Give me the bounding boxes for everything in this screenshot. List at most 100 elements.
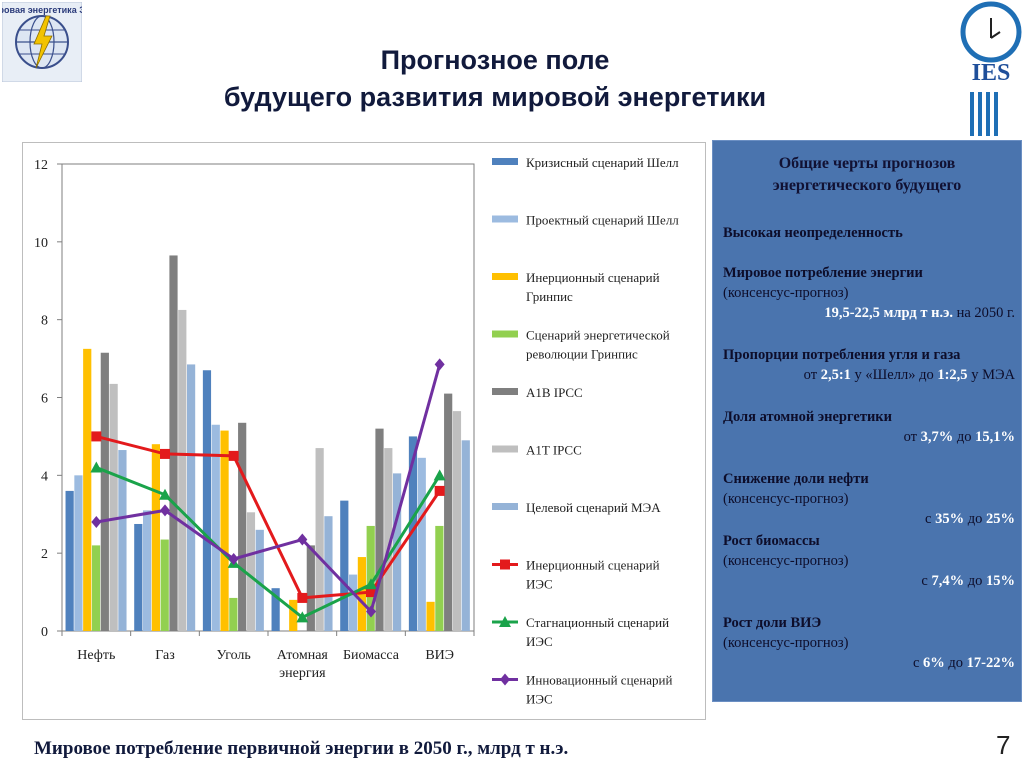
legend-label: Инновационный сценарий [526, 673, 672, 688]
section-subheading: (консенсус-прогноз) [723, 553, 849, 569]
legend-swatch [492, 330, 518, 338]
line-point-triangle [365, 578, 377, 590]
value-text: до [964, 573, 986, 589]
value-text: до [953, 429, 976, 445]
value-highlight: 25% [986, 511, 1015, 527]
bar [74, 475, 83, 631]
value-highlight: 7,4% [931, 573, 965, 589]
line-point-triangle [433, 469, 446, 481]
section-value-line: с 7,4% до 15% [723, 571, 1015, 591]
bar [238, 422, 247, 631]
legend-label: Проектный сценарий Шелл [526, 213, 679, 228]
ekc-logo: мировая энергетика ЭКЦ [0, 1, 98, 83]
bar [220, 430, 229, 631]
y-tick-label: 12 [34, 158, 48, 173]
legend-label: Кризисный сценарий Шелл [526, 155, 679, 170]
bar [444, 393, 453, 631]
legend-swatch [492, 215, 518, 223]
legend-swatch [492, 388, 518, 395]
value-highlight: 17-22% [966, 655, 1015, 671]
legend-label: Сценарий энергетической [526, 328, 670, 343]
section-heading: Пропорции потребления угля и газа [723, 347, 961, 363]
legend-label: A1T IPCC [526, 443, 582, 458]
bar [178, 309, 187, 631]
section-value-line: от 3,7% до 15,1% [723, 427, 1015, 447]
value-text: с [912, 655, 924, 671]
y-tick-label: 4 [41, 469, 48, 484]
line-point-square [228, 450, 239, 461]
bar [271, 588, 280, 631]
value-highlight: 19,5-22,5 млрд т н.э. [824, 305, 953, 321]
value-highlight: 1:2,5 [937, 367, 968, 383]
bar [100, 352, 109, 631]
bar [315, 448, 324, 631]
bar [211, 424, 220, 631]
line-point-square [434, 485, 445, 496]
bar [408, 436, 418, 631]
section-heading: Доля атомной энергетики [723, 409, 893, 425]
line-point-triangle [499, 616, 511, 627]
panel-title-line-1: Общие черты прогнозов [778, 155, 956, 172]
legend-label: Целевой сценарий МЭА [526, 500, 661, 515]
legend-swatch [492, 503, 518, 510]
value-highlight: 3,7% [920, 429, 954, 445]
x-category-label: Биомасса [343, 648, 400, 663]
bar [65, 490, 74, 631]
legend-label: революции Гринпис [526, 347, 638, 362]
title-line-2: будущего развития мировой энергетики [223, 82, 767, 112]
bar [118, 450, 127, 631]
legend-label: Инерционный сценарий [526, 558, 660, 573]
value-text: от [803, 367, 821, 383]
line-point-diamond [91, 516, 102, 529]
bar [375, 428, 384, 631]
logo-right-text: IES [972, 60, 1011, 86]
legend-swatch [492, 445, 518, 453]
bar [289, 599, 298, 631]
line-point-triangle [159, 488, 171, 500]
bar [109, 383, 118, 631]
section-nuclear: Доля атомной энергетики от 3,7% до 15,1% [723, 407, 1015, 447]
y-tick-label: 6 [41, 392, 48, 407]
bar [435, 525, 444, 631]
bar [417, 457, 426, 631]
bar [461, 440, 470, 631]
bar [202, 370, 212, 631]
value-highlight: 2,5:1 [820, 367, 851, 383]
section-value-line: с 6% до 17-22% [723, 653, 1015, 673]
value-text: до [944, 655, 967, 671]
value-highlight: 35% [935, 511, 965, 527]
legend-swatch [492, 273, 518, 280]
legend-label: Гринпис [526, 289, 573, 304]
bar [246, 512, 256, 631]
bar [426, 601, 435, 631]
legend-label: Стагнационный сценарий [526, 615, 669, 630]
section-biomass: Рост биомассы (консенсус-прогноз) с 7,4%… [723, 531, 1015, 591]
x-category-label: Нефть [77, 648, 115, 663]
y-tick-label: 10 [34, 236, 48, 251]
section-value-line: с 35% до 25% [723, 509, 1015, 529]
section-world-consumption: Мировое потребление энергии (консенсус-п… [723, 263, 1015, 323]
title-line-1: Прогнозное поле [380, 45, 610, 75]
section-uncertainty: Высокая неопределенность [723, 223, 1015, 243]
bar [366, 525, 375, 631]
section-heading: Высокая неопределенность [723, 225, 903, 241]
bar [151, 444, 160, 631]
x-category-label: энергия [279, 666, 326, 681]
legend-swatch [492, 158, 518, 165]
section-oil: Снижение доли нефти (консенсус-прогноз) … [723, 469, 1015, 529]
value-text: до [964, 511, 986, 527]
series-line [96, 364, 442, 615]
panel-title-line-2: энергетического будущего [772, 177, 962, 194]
section-coal-gas: Пропорции потребления угля и газа от 2,5… [723, 345, 1015, 385]
line-point-square [366, 587, 376, 598]
page-title: Прогнозное поле будущего развития мирово… [100, 42, 890, 116]
legend-label: ИЭС [526, 692, 553, 707]
info-panel: Общие черты прогнозов энергетического бу… [712, 140, 1022, 702]
line-point-triangle [296, 611, 309, 623]
line-point-square [160, 448, 170, 459]
section-heading: Рост биомассы [723, 533, 820, 549]
energy-chart: 0 2 4 6 8 10 12 Нефть Газ Уголь Атомная энергия Биом… [34, 155, 679, 707]
page-number: 7 [996, 730, 1011, 760]
section-renewables: Рост доли ВИЭ (консенсус-прогноз) с 6% д… [723, 613, 1015, 673]
ies-logo: IES [958, 0, 1024, 140]
